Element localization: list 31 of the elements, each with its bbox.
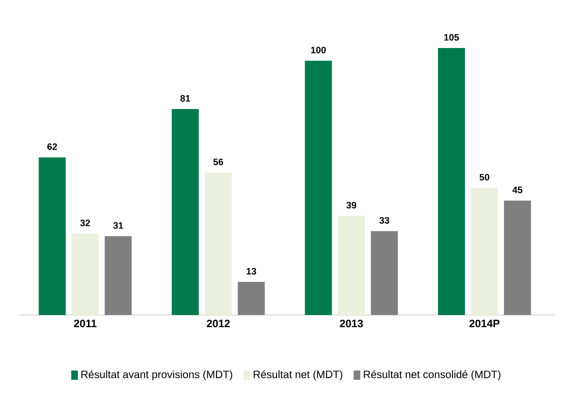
- legend-label: Résultat net (MDT): [254, 370, 342, 380]
- data-label: 50: [480, 174, 490, 180]
- data-label: 32: [80, 220, 90, 226]
- x-tick-label: 2013: [340, 320, 363, 328]
- data-label: 45: [512, 186, 522, 194]
- bar: [438, 48, 465, 315]
- bar: [204, 172, 232, 315]
- data-label: 33: [379, 217, 390, 224]
- bar: [238, 282, 265, 315]
- data-label: 39: [346, 202, 356, 208]
- data-label: 56: [213, 158, 224, 166]
- data-label: 105: [444, 34, 459, 41]
- legend-label: Résultat net consolidé (MDT): [364, 370, 500, 380]
- x-tick-label: 2014P: [469, 320, 500, 328]
- bar: [504, 200, 531, 315]
- bar: [104, 236, 132, 315]
- x-tick-label: 2011: [74, 320, 96, 328]
- bar: [72, 234, 99, 315]
- x-tick-label: 2012: [206, 320, 230, 328]
- data-label: 31: [113, 222, 124, 229]
- data-label: 62: [47, 143, 58, 150]
- data-label: 100: [311, 46, 326, 54]
- bar: [338, 216, 365, 315]
- bar: [304, 60, 332, 315]
- legend-label: Résultat avant provisions (MDT): [81, 370, 232, 380]
- data-label: 13: [246, 268, 256, 275]
- bar: [470, 188, 498, 315]
- bar: [370, 231, 398, 315]
- bar: [172, 109, 199, 315]
- data-label: 81: [180, 95, 190, 102]
- bar: [38, 157, 66, 315]
